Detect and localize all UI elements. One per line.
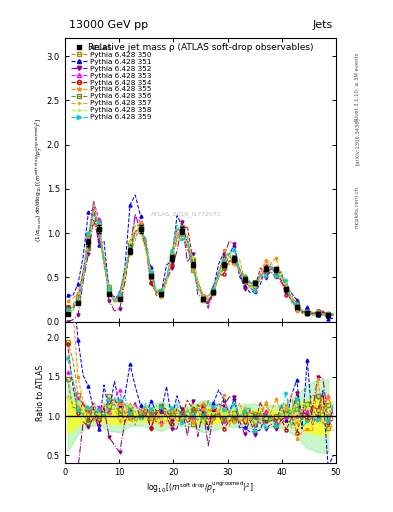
Text: Jets: Jets — [313, 19, 333, 30]
Text: Relative jet mass ρ (ATLAS soft-drop observables): Relative jet mass ρ (ATLAS soft-drop obs… — [88, 42, 313, 52]
Text: 13000 GeV pp: 13000 GeV pp — [69, 19, 148, 30]
X-axis label: $\log_{10}[(m^{\mathrm{soft\ drop}}/p_T^{\mathrm{ungroomed}})^2]$: $\log_{10}[(m^{\mathrm{soft\ drop}}/p_T^… — [147, 480, 254, 496]
Y-axis label: Ratio to ATLAS: Ratio to ATLAS — [37, 365, 46, 420]
Legend: ATLAS, Pythia 6.428 350, Pythia 6.428 351, Pythia 6.428 352, Pythia 6.428 353, P: ATLAS, Pythia 6.428 350, Pythia 6.428 35… — [70, 44, 153, 121]
Y-axis label: $(1/\sigma_\mathrm{resum})\,\mathrm{d}\sigma/\mathrm{d}\log_{10}[(m^{\mathrm{sof: $(1/\sigma_\mathrm{resum})\,\mathrm{d}\s… — [34, 118, 45, 242]
Text: ATLAS_2019_I1772071: ATLAS_2019_I1772071 — [151, 211, 222, 217]
Text: mcplots.cern.ch: mcplots.cern.ch — [355, 186, 360, 228]
Text: [arXiv:1306.3436]: [arXiv:1306.3436] — [355, 118, 360, 165]
Text: Rivet 3.1.10, ≥ 3M events: Rivet 3.1.10, ≥ 3M events — [355, 53, 360, 121]
